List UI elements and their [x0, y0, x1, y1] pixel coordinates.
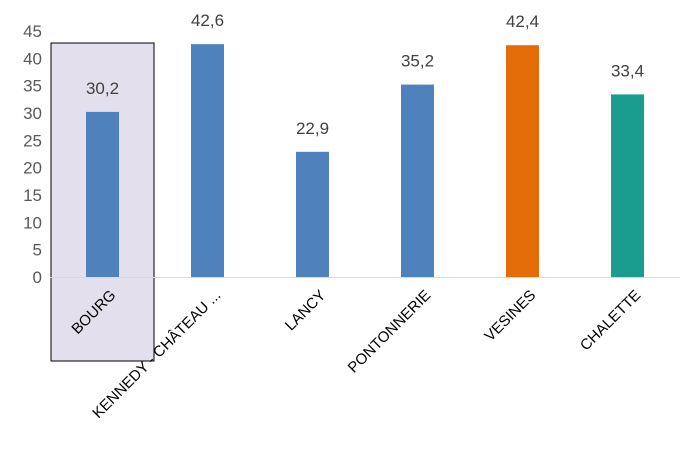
category-label: VESINES [481, 287, 539, 345]
y-tick-label: 45 [23, 22, 42, 41]
bar [611, 94, 644, 277]
category-label: PONTONNERIE [345, 287, 435, 377]
bars [86, 44, 644, 278]
data-labels: 30,2 42,6 22,9 35,2 42,4 33,4 [86, 11, 644, 138]
data-label: 33,4 [611, 61, 644, 80]
y-axis: 0 5 10 15 20 25 30 35 40 45 [23, 22, 42, 287]
data-label: 22,9 [296, 119, 329, 138]
bar [506, 45, 539, 277]
y-tick-label: 40 [23, 49, 42, 68]
y-tick-label: 5 [33, 241, 42, 260]
y-tick-label: 10 [23, 213, 42, 232]
data-label: 30,2 [86, 79, 119, 98]
bar [191, 44, 224, 278]
y-tick-label: 20 [23, 159, 42, 178]
y-tick-label: 15 [23, 186, 42, 205]
y-tick-label: 35 [23, 77, 42, 96]
category-label: CHALETTE [577, 287, 644, 354]
bar [86, 111, 119, 277]
y-tick-label: 0 [33, 268, 42, 287]
bar [401, 84, 434, 277]
bar [296, 151, 329, 277]
data-label: 42,4 [506, 12, 539, 31]
data-label: 42,6 [191, 11, 224, 30]
category-label: LANCY [282, 287, 329, 334]
data-label: 35,2 [401, 52, 434, 71]
y-tick-label: 25 [23, 131, 42, 150]
y-tick-label: 30 [23, 104, 42, 123]
